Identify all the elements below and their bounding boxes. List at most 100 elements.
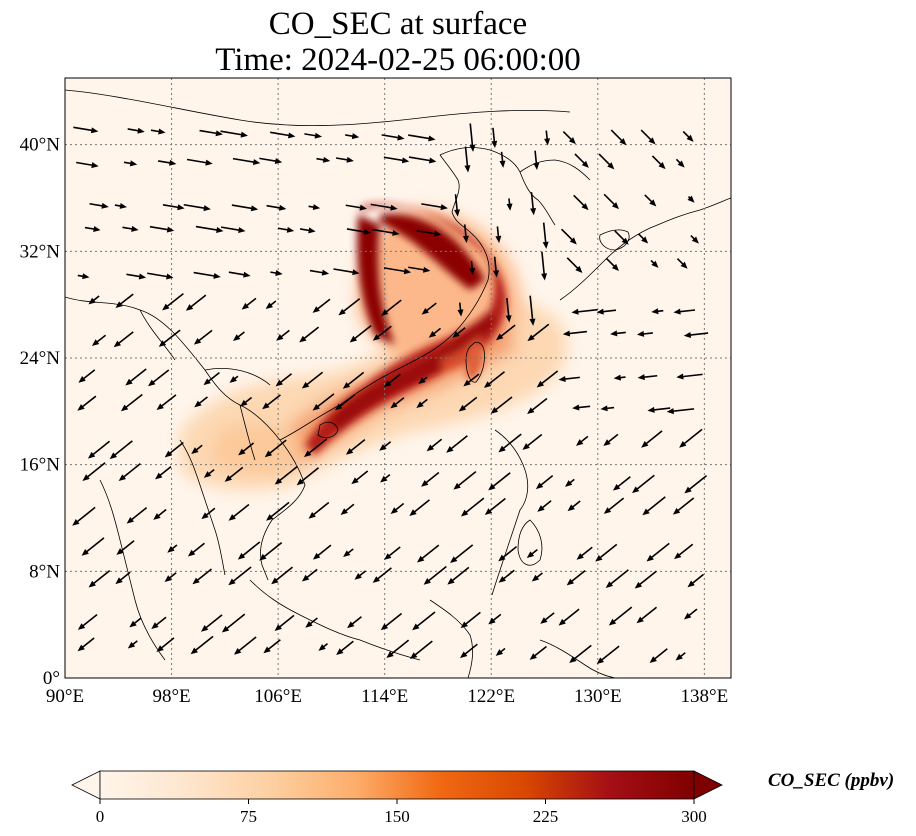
wind-arrow — [421, 302, 437, 315]
wind-arrow — [127, 640, 138, 649]
wind-arrow — [167, 544, 178, 553]
wind-arrow — [120, 393, 143, 412]
wind-arrow — [383, 156, 410, 164]
wind-arrow — [301, 371, 324, 389]
lon-tick-label: 130°E — [574, 686, 622, 707]
wind-arrow — [498, 433, 522, 453]
wind-arrow — [558, 375, 580, 382]
wind-arrow — [544, 130, 551, 146]
wind-arrow — [185, 294, 207, 311]
wind-arrow — [641, 430, 663, 448]
wind-arrow — [495, 647, 506, 656]
wind-arrow — [162, 204, 185, 211]
wind-arrow — [203, 371, 220, 386]
gridlines — [65, 78, 731, 678]
wind-arrow — [690, 235, 699, 244]
wind-arrow — [447, 566, 470, 585]
wind-arrow — [542, 222, 549, 249]
wind-arrow — [264, 439, 287, 458]
wind-arrow — [123, 160, 138, 167]
wind-arrow — [484, 497, 506, 515]
wind-arrow — [495, 324, 516, 341]
wind-arrow — [572, 404, 591, 411]
wind-arrow — [531, 572, 543, 582]
wind-arrow — [687, 573, 705, 588]
wind-arrow — [640, 129, 656, 145]
wind-arrow — [262, 394, 281, 410]
wind-arrow — [488, 472, 511, 491]
wind-arrow — [567, 500, 581, 512]
wind-arrow — [527, 397, 548, 415]
wind-arrow — [89, 202, 109, 209]
wind-arrow — [221, 613, 246, 633]
wind-arrow — [318, 642, 329, 651]
wind-arrow — [610, 330, 626, 337]
wind-arrow — [113, 331, 134, 348]
wind-arrow — [666, 408, 695, 415]
wind-arrow — [576, 546, 593, 560]
wind-arrow — [231, 204, 259, 212]
wind-arrow — [232, 157, 261, 165]
wind-arrow — [203, 468, 215, 478]
wind-arrow — [147, 272, 174, 280]
wind-arrow — [571, 308, 598, 315]
wind-arrow — [229, 375, 239, 383]
wind-arrow — [464, 146, 471, 173]
wind-arrow — [647, 406, 671, 413]
wind-arrow — [390, 397, 405, 409]
wind-arrow — [316, 156, 331, 163]
wind-arrow — [114, 202, 128, 209]
wind-arrow — [347, 616, 362, 629]
wind-arrow — [566, 257, 583, 273]
wind-arrow — [416, 229, 442, 237]
map-title-line2: Time: 2024-02-25 06:00:00 — [215, 42, 581, 78]
wind-arrow — [483, 371, 505, 388]
wind-arrow — [526, 548, 538, 559]
wind-arrow — [109, 440, 133, 460]
wind-arrow — [575, 435, 589, 446]
wind-arrow — [299, 326, 320, 343]
wind-arrow — [408, 156, 437, 164]
wind-arrow — [463, 373, 480, 387]
wind-arrow — [683, 332, 709, 339]
wind-arrow — [299, 227, 316, 234]
wind-vectors — [72, 123, 709, 665]
wind-arrow — [499, 151, 506, 168]
wind-arrow — [560, 228, 577, 245]
wind-arrow — [259, 157, 283, 165]
wind-arrow — [82, 462, 106, 481]
wind-arrow — [558, 608, 580, 626]
wind-arrow — [199, 129, 223, 137]
wind-arrow — [379, 441, 392, 451]
wind-arrow — [115, 571, 131, 585]
wind-arrow — [529, 295, 536, 326]
wind-arrow — [498, 569, 515, 583]
wind-arrow — [644, 194, 657, 207]
wind-arrow — [637, 374, 658, 381]
wind-arrow — [632, 474, 655, 494]
wind-arrow — [191, 444, 203, 454]
wind-arrow — [187, 542, 205, 557]
wind-arrow — [683, 608, 698, 620]
wind-arrow — [506, 198, 513, 211]
wind-arrow — [596, 645, 620, 665]
colorbar-extend-min — [71, 770, 101, 800]
wind-arrow — [305, 617, 318, 628]
wind-arrow — [527, 323, 550, 342]
wind-arrow — [155, 465, 172, 480]
wind-arrow — [336, 640, 354, 656]
wind-arrow — [77, 273, 90, 280]
wind-arrow — [200, 614, 223, 632]
wind-arrow — [605, 569, 629, 588]
wind-arrow — [416, 398, 428, 409]
wind-arrow — [450, 544, 474, 564]
map-frame — [64, 77, 732, 679]
wind-arrow — [84, 226, 101, 232]
lon-tick-label: 98°E — [152, 686, 190, 707]
wind-arrow — [351, 470, 369, 485]
wind-arrow — [410, 640, 433, 660]
wind-arrow — [682, 130, 694, 142]
wind-arrow — [228, 271, 251, 278]
wind-arrow — [535, 475, 554, 490]
